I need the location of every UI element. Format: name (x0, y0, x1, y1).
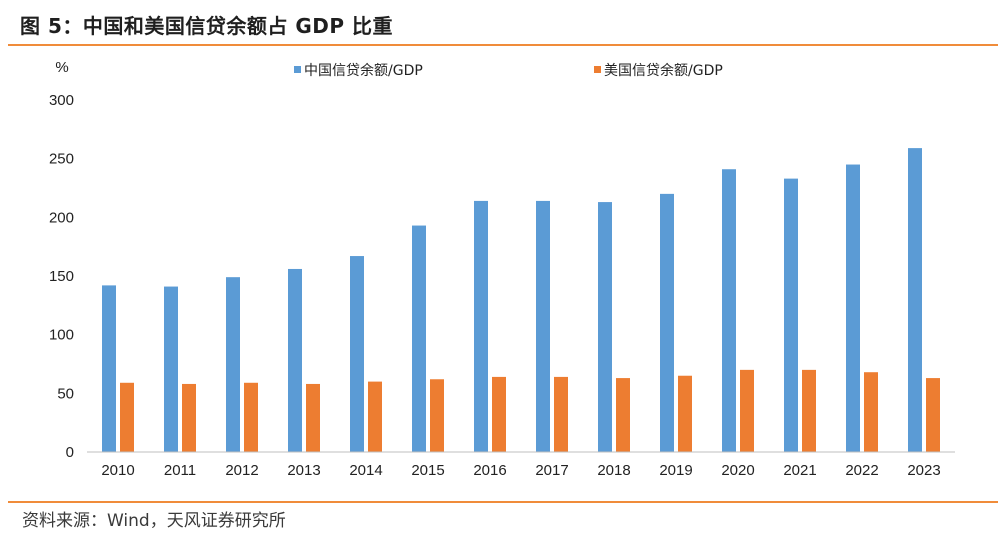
bar-china-2016 (474, 200, 488, 452)
bar-china-2010 (102, 285, 116, 452)
bar-china-2011 (164, 286, 178, 452)
y-tick-label: 250 (49, 151, 74, 168)
bar-china-2019 (660, 193, 674, 452)
y-axis-unit-label: % (55, 59, 68, 76)
y-tick-label: 200 (49, 209, 74, 226)
legend-label-china: 中国信贷余额/GDP (304, 62, 423, 79)
bar-usa-2019 (678, 375, 692, 452)
y-tick-label: 100 (49, 327, 74, 344)
x-tick-label: 2016 (473, 462, 506, 479)
bar-china-2021 (784, 178, 798, 452)
bar-china-2017 (536, 200, 550, 452)
legend-label-usa: 美国信贷余额/GDP (604, 62, 723, 79)
bar-china-2018 (598, 202, 612, 452)
bar-usa-2014 (368, 381, 382, 452)
figure-title: 图 5：中国和美国信贷余额占 GDP 比重 (20, 14, 393, 38)
source-note: 资料来源：Wind，天风证券研究所 (22, 511, 286, 531)
source-divider (8, 501, 998, 503)
x-tick-label: 2022 (845, 462, 878, 479)
bar-china-2020 (722, 169, 736, 452)
x-tick-label: 2023 (907, 462, 940, 479)
legend-swatch-usa (594, 66, 601, 73)
bar-usa-2021 (802, 369, 816, 452)
bar-usa-2018 (616, 378, 630, 452)
bar-usa-2017 (554, 376, 568, 452)
bar-usa-2013 (306, 383, 320, 452)
x-tick-label: 2012 (225, 462, 258, 479)
x-tick-label: 2018 (597, 462, 630, 479)
bar-usa-2011 (182, 383, 196, 452)
x-tick-label: 2010 (101, 462, 134, 479)
bar-usa-2023 (926, 378, 940, 452)
x-tick-label: 2021 (783, 462, 816, 479)
bar-usa-2016 (492, 376, 506, 452)
x-tick-label: 2013 (287, 462, 320, 479)
bar-china-2023 (908, 148, 922, 452)
x-tick-label: 2011 (164, 462, 196, 479)
bar-china-2012 (226, 277, 240, 452)
x-tick-label: 2019 (659, 462, 692, 479)
bar-china-2013 (288, 268, 302, 452)
bar-usa-2020 (740, 369, 754, 452)
x-tick-label: 2014 (349, 462, 382, 479)
bar-china-2014 (350, 256, 364, 452)
legend-swatch-china (294, 66, 301, 73)
y-tick-label: 50 (57, 385, 74, 402)
bar-series (102, 148, 940, 453)
bar-china-2022 (846, 164, 860, 453)
bar-usa-2022 (864, 372, 878, 452)
y-tick-label: 0 (66, 444, 74, 461)
y-axis-ticks: 0 50 100 150 200 250 300 (49, 92, 74, 461)
bar-usa-2015 (430, 379, 444, 452)
y-tick-label: 300 (49, 92, 74, 109)
bar-usa-2012 (244, 382, 258, 452)
title-divider (8, 44, 998, 46)
bar-usa-2010 (120, 382, 134, 452)
bar-china-2015 (412, 225, 426, 452)
chart-legend: 中国信贷余额/GDP 美国信贷余额/GDP (294, 62, 723, 79)
x-tick-label: 2015 (411, 462, 444, 479)
x-axis-ticks: 2010 2011 2012 2013 2014 2015 2016 2017 2018 2019… (101, 462, 940, 479)
x-tick-label: 2020 (721, 462, 754, 479)
x-tick-label: 2017 (535, 462, 568, 479)
y-tick-label: 150 (49, 268, 74, 285)
